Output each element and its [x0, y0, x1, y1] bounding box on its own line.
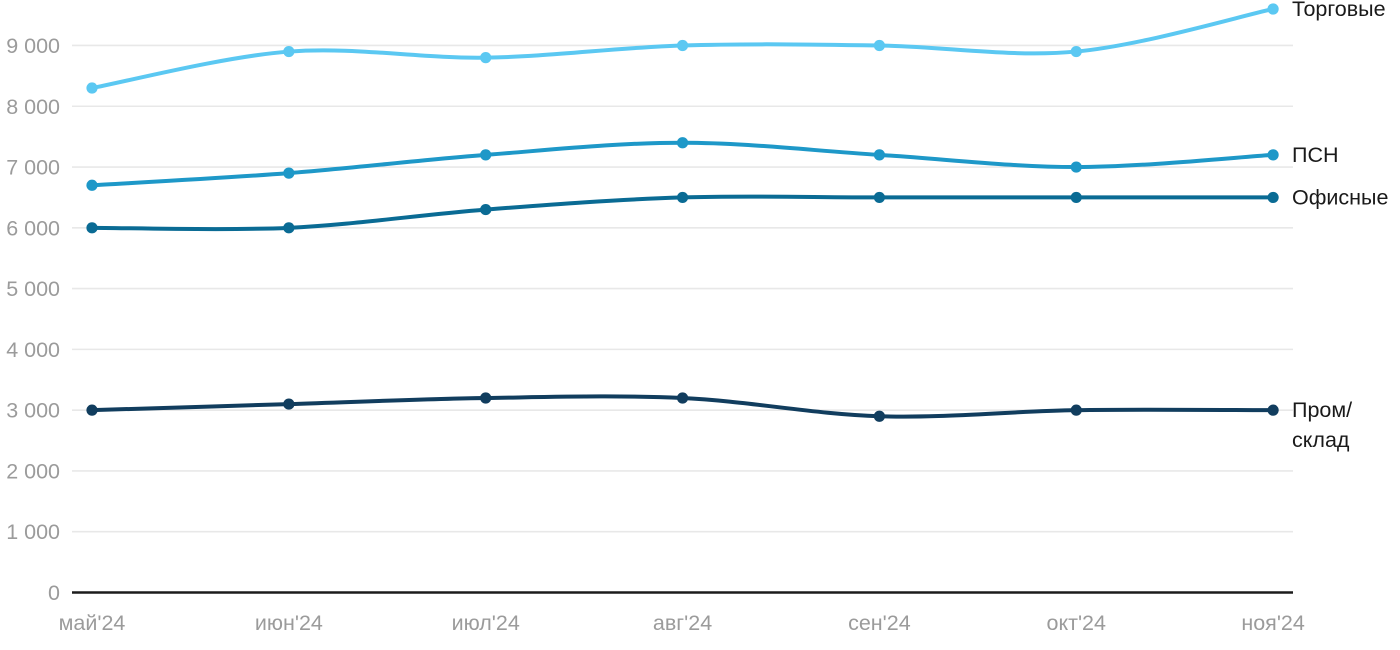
- series-point-psn-4[interactable]: [873, 149, 886, 161]
- series-point-torgovye-1[interactable]: [283, 45, 295, 58]
- y-tick-label-6000: 6 000: [6, 216, 60, 240]
- series-point-prom-sklad-0[interactable]: [86, 404, 98, 416]
- y-tick-label-1000: 1 000: [6, 520, 60, 544]
- series-point-prom-sklad-4[interactable]: [873, 410, 886, 422]
- series-point-torgovye-5[interactable]: [1070, 45, 1082, 58]
- series-point-ofisnye-5[interactable]: [1070, 191, 1082, 204]
- series-point-prom-sklad-6[interactable]: [1267, 404, 1279, 416]
- series-point-prom-sklad-5[interactable]: [1070, 404, 1082, 416]
- series-point-psn-1[interactable]: [283, 167, 295, 179]
- series-point-ofisnye-2[interactable]: [480, 203, 492, 216]
- series-point-ofisnye-4[interactable]: [873, 191, 886, 204]
- x-tick-label-6: ноя'24: [1241, 611, 1305, 635]
- x-tick-label-1: июн'24: [255, 611, 323, 635]
- series-point-torgovye-2[interactable]: [480, 52, 492, 64]
- y-tick-label-3000: 3 000: [6, 399, 60, 423]
- y-tick-label-2000: 2 000: [6, 459, 60, 483]
- y-tick-label-4000: 4 000: [6, 338, 60, 362]
- series-point-psn-0[interactable]: [86, 179, 98, 191]
- series-label-prom-sklad-line1: Пром/: [1292, 398, 1352, 422]
- x-tick-label-3: авг'24: [653, 611, 712, 635]
- x-tick-label-4: сен'24: [848, 611, 911, 635]
- series-point-torgovye-6[interactable]: [1267, 3, 1279, 15]
- y-tick-label-9000: 9 000: [6, 34, 60, 58]
- series-line-psn: [90, 140, 1276, 188]
- y-tick-label-0: 0: [48, 581, 60, 605]
- series-label-prom-sklad-line2: склад: [1292, 428, 1350, 452]
- series-label-psn: ПСН: [1292, 143, 1339, 167]
- y-tick-label-5000: 5 000: [6, 277, 60, 301]
- x-tick-label-5: окт'24: [1047, 611, 1107, 635]
- x-tick-label-0: май'24: [59, 611, 126, 635]
- series-point-torgovye-3[interactable]: [676, 39, 689, 52]
- series-point-ofisnye-6[interactable]: [1267, 191, 1279, 204]
- series-point-prom-sklad-3[interactable]: [676, 392, 689, 404]
- x-tick-label-2: июл'24: [452, 611, 520, 635]
- series-point-ofisnye-1[interactable]: [283, 222, 295, 234]
- series-point-psn-2[interactable]: [480, 149, 492, 161]
- series-point-ofisnye-0[interactable]: [86, 222, 98, 234]
- series-label-ofisnye: Офисные: [1292, 185, 1388, 209]
- y-tick-label-7000: 7 000: [6, 156, 60, 180]
- series-point-torgovye-0[interactable]: [86, 82, 98, 94]
- series-point-ofisnye-3[interactable]: [676, 191, 689, 204]
- series-point-torgovye-4[interactable]: [873, 39, 886, 52]
- series-point-psn-3[interactable]: [676, 137, 689, 149]
- series-point-prom-sklad-2[interactable]: [480, 392, 492, 404]
- series-point-psn-6[interactable]: [1267, 149, 1279, 161]
- series-point-prom-sklad-1[interactable]: [283, 398, 295, 410]
- series-point-psn-5[interactable]: [1070, 161, 1082, 173]
- series-label-torgovye: Торговые: [1292, 0, 1386, 21]
- y-tick-label-8000: 8 000: [6, 95, 60, 119]
